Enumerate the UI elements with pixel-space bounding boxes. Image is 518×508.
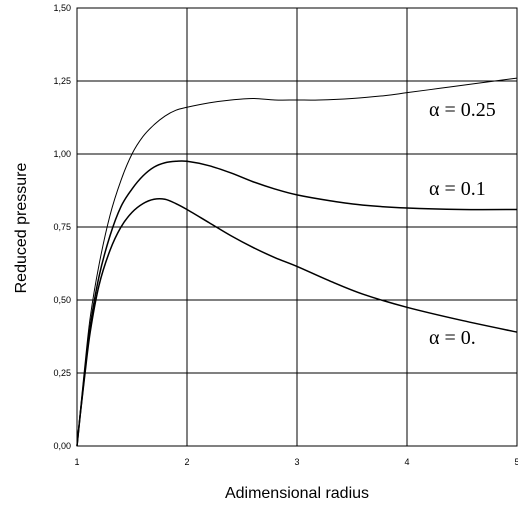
series-line-1: [76, 77, 518, 447]
y-tick-label: 1,00: [53, 149, 71, 159]
x-tick-labels: 1 2 3 4 5: [74, 457, 518, 467]
y-tick-label: 0,50: [53, 295, 71, 305]
x-tick-label: 5: [514, 457, 518, 467]
y-tick-label: 0,75: [53, 222, 71, 232]
x-axis-label: Adimensional radius: [225, 485, 369, 502]
x-tick-label: 3: [294, 457, 299, 467]
y-tick-label: 0,00: [53, 441, 71, 451]
series-label-1: α = 0.25: [429, 99, 496, 121]
x-tick-label: 4: [404, 457, 409, 467]
x-tick-label: 1: [74, 457, 79, 467]
y-tick-label: 0,25: [53, 368, 71, 378]
y-axis-label: Reduced pressure: [13, 163, 30, 294]
series-label-3: α = 0.: [429, 327, 476, 349]
x-tick-label: 2: [184, 457, 189, 467]
y-tick-labels: 0,00 0,25 0,50 0,75 1,00 1,25 1,50: [53, 3, 71, 451]
grid: [76, 7, 518, 447]
series-label-2: α = 0.1: [429, 178, 486, 200]
series-line-3: [76, 197, 518, 447]
y-tick-label: 1,25: [53, 76, 71, 86]
series-labels: α = 0.25 α = 0.1 α = 0.: [429, 99, 496, 349]
series-curves: [76, 77, 518, 447]
y-tick-label: 1,50: [53, 3, 71, 13]
series-line-2: [76, 160, 518, 447]
